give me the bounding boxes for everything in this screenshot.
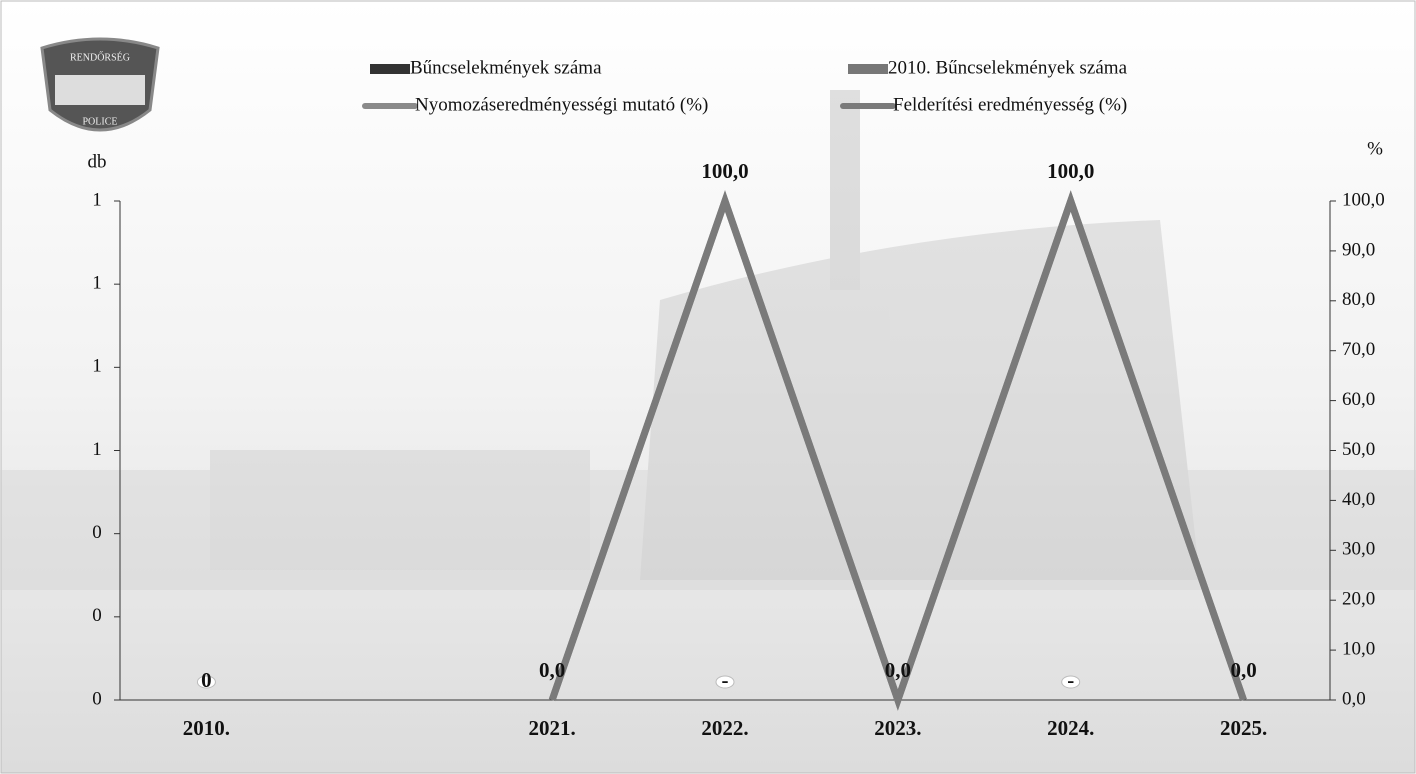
y2-tick-label: 40,0 bbox=[1342, 489, 1375, 510]
y2-tick-label: 100,0 bbox=[1342, 189, 1385, 210]
x-tick-label: 2023. bbox=[874, 716, 921, 740]
y2-tick-label: 90,0 bbox=[1342, 239, 1375, 260]
y2-tick-label: 70,0 bbox=[1342, 339, 1375, 360]
logo-text: POLICE bbox=[83, 116, 118, 127]
legend-label: Nyomozáseredményességi mutató (%) bbox=[415, 94, 708, 115]
logo-text: RENDŐRSÉG bbox=[70, 51, 130, 63]
x-tick-label: 2025. bbox=[1220, 716, 1267, 740]
y-axis-label: db bbox=[88, 151, 107, 172]
x-tick-label: 2010. bbox=[183, 716, 230, 740]
y2-tick-label: 0,0 bbox=[1342, 688, 1366, 709]
y-tick-label: 0 bbox=[92, 688, 102, 709]
y-tick-label: 0 bbox=[92, 605, 102, 626]
data-label: 100,0 bbox=[1047, 159, 1094, 183]
data-label: 100,0 bbox=[701, 159, 748, 183]
data-label: - bbox=[722, 668, 729, 692]
legend-label: Bűncselekmények száma bbox=[410, 57, 602, 78]
legend-label: Felderítési eredményesség (%) bbox=[893, 94, 1127, 115]
label-badge bbox=[196, 675, 216, 689]
y-tick-label: 1 bbox=[92, 356, 102, 377]
x-tick-label: 2024. bbox=[1047, 716, 1094, 740]
y-tick-label: 1 bbox=[92, 189, 102, 210]
building-decoration bbox=[0, 90, 1416, 590]
data-label: 0,0 bbox=[1230, 658, 1256, 682]
y-tick-label: 0 bbox=[92, 522, 102, 543]
y-tick-label: 1 bbox=[92, 273, 102, 294]
y2-tick-label: 10,0 bbox=[1342, 638, 1375, 659]
data-label: 0 bbox=[201, 668, 212, 692]
data-label: 0,0 bbox=[885, 658, 911, 682]
label-badge bbox=[715, 675, 735, 689]
y-tick-label: 1 bbox=[92, 439, 102, 460]
x-tick-label: 2021. bbox=[529, 716, 576, 740]
y2-tick-label: 30,0 bbox=[1342, 539, 1375, 560]
y2-tick-label: 80,0 bbox=[1342, 289, 1375, 310]
legend-label: 2010. Bűncselekmények száma bbox=[888, 57, 1128, 78]
y2-tick-label: 20,0 bbox=[1342, 589, 1375, 610]
y2-tick-label: 50,0 bbox=[1342, 439, 1375, 460]
data-label: 0,0 bbox=[539, 658, 565, 682]
legend-swatch bbox=[370, 64, 410, 74]
line bbox=[548, 190, 1247, 711]
legend-swatch bbox=[848, 64, 888, 74]
logo: RENDŐRSÉG POLICE bbox=[40, 37, 160, 132]
y2-axis-label: % bbox=[1367, 138, 1383, 159]
y2-tick-label: 60,0 bbox=[1342, 389, 1375, 410]
label-badge bbox=[1061, 675, 1081, 689]
x-tick-label: 2022. bbox=[701, 716, 748, 740]
data-label: - bbox=[1067, 668, 1074, 692]
